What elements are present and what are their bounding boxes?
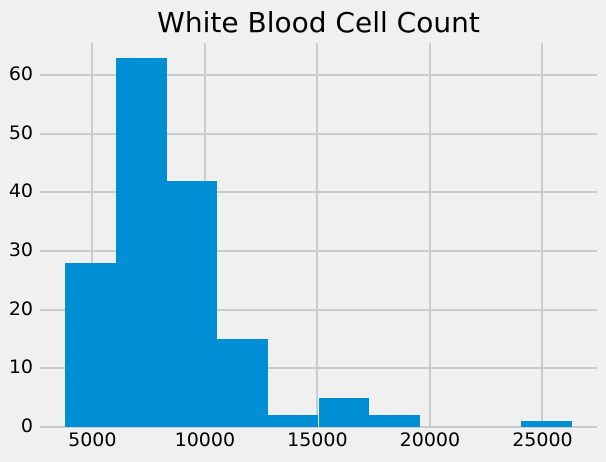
horizontal-gridline (40, 308, 597, 311)
vertical-gridline (541, 43, 544, 427)
histogram-bar (115, 57, 167, 427)
horizontal-gridline (40, 367, 597, 370)
plot-area (40, 43, 597, 428)
histogram-bar (65, 262, 116, 427)
x-tick-label: 10000 (174, 429, 236, 451)
horizontal-gridline (40, 74, 597, 77)
histogram-bar (267, 415, 319, 427)
y-tick-label: 30 (8, 239, 33, 262)
y-tick-label: 0 (20, 415, 33, 437)
histogram-bar (318, 397, 370, 427)
y-tick-label: 50 (8, 121, 33, 144)
x-tick-label: 15000 (287, 429, 348, 451)
x-tick-label: 5000 (68, 429, 117, 451)
histogram-bar (521, 421, 572, 427)
histogram-bar (369, 415, 420, 427)
histogram-bar (217, 339, 268, 427)
vertical-gridline (428, 43, 431, 427)
y-tick-label: 40 (8, 180, 33, 203)
vertical-gridline (316, 43, 319, 427)
horizontal-gridline (40, 426, 597, 428)
horizontal-gridline (40, 250, 597, 253)
y-tick-label: 60 (8, 63, 33, 86)
vertical-gridline (91, 43, 94, 427)
y-tick-label: 20 (8, 297, 33, 320)
x-tick-label: 20000 (399, 429, 461, 451)
y-tick-label: 10 (8, 356, 33, 379)
x-tick-label: 25000 (512, 429, 573, 451)
chart-title: White Blood Cell Count (157, 6, 480, 39)
horizontal-gridline (40, 191, 597, 194)
histogram-bar (166, 180, 218, 427)
horizontal-gridline (40, 132, 597, 135)
